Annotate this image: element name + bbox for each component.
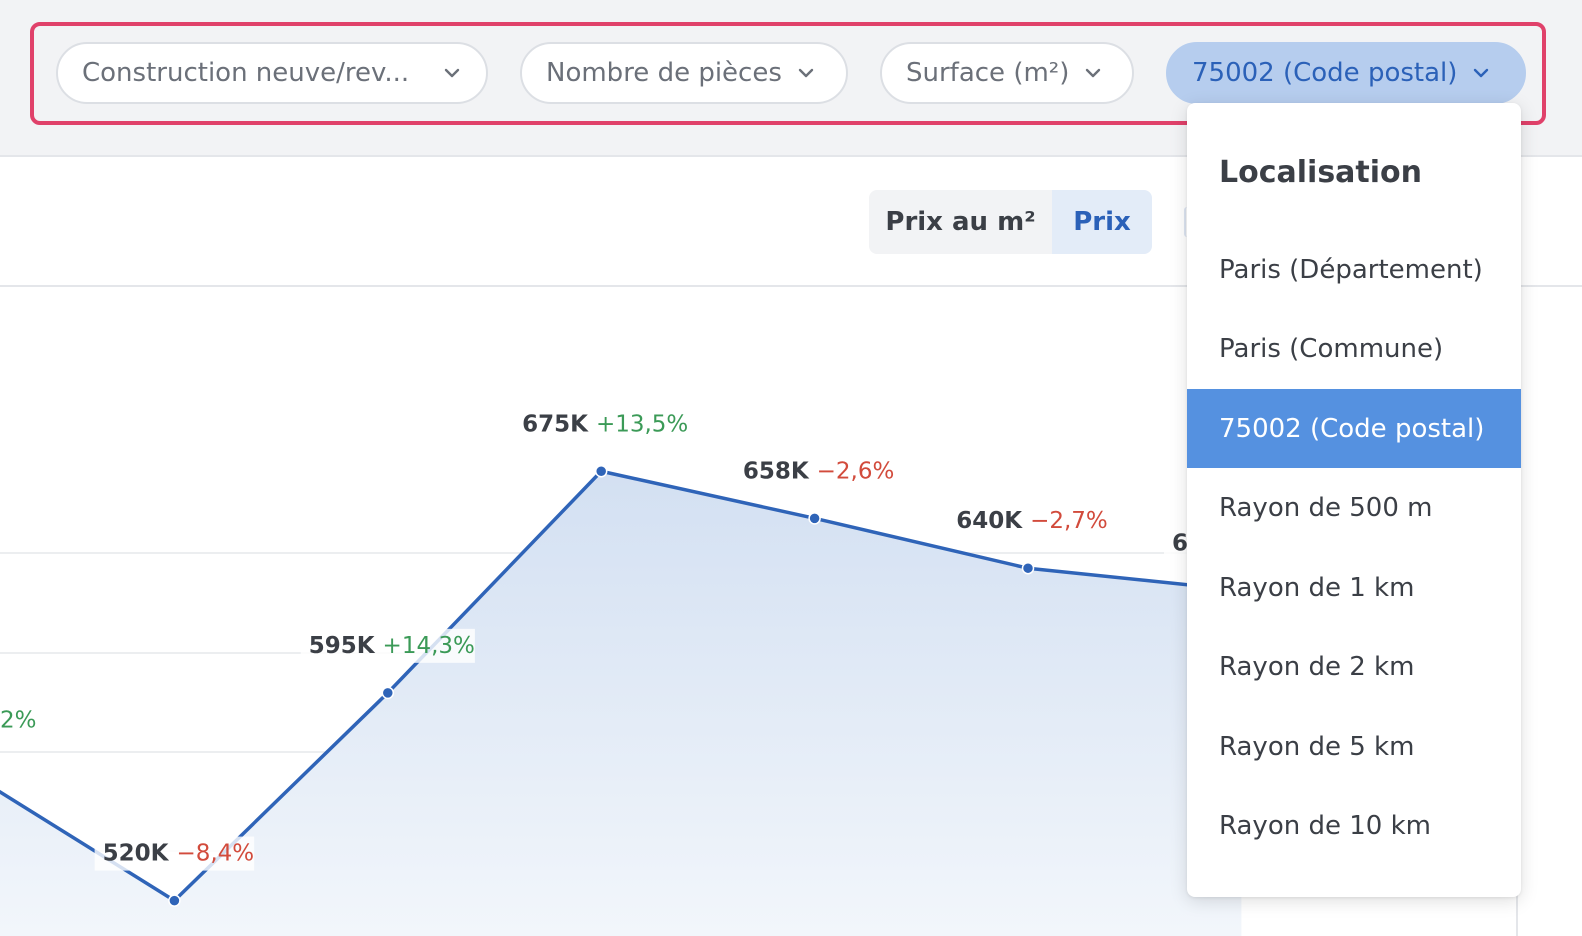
location-option[interactable]: Rayon de 10 km [1219, 810, 1431, 841]
construction-filter-label: Construction neuve/rev... [82, 58, 410, 88]
point-label-bg [0, 703, 45, 738]
location-option[interactable]: Rayon de 2 km [1219, 651, 1415, 682]
chart-points [168, 465, 1035, 907]
data-point[interactable] [808, 512, 821, 525]
point-value: 675K [522, 411, 589, 437]
construction-filter-button[interactable]: Construction neuve/rev... [56, 42, 488, 104]
point-value: 6 [1172, 530, 1188, 556]
rooms-filter-label: Nombre de pièces [546, 58, 782, 88]
chart-area [0, 471, 1242, 936]
data-point[interactable] [594, 465, 608, 478]
location-option[interactable]: Rayon de 500 m [1219, 492, 1433, 523]
point-value: 520K [103, 841, 170, 867]
point-label-bg [514, 407, 689, 442]
point-label-text: 675K +13,5% [522, 411, 688, 437]
rooms-filter-button[interactable]: Nombre de pièces [520, 42, 848, 104]
location-option[interactable]: Paris (Commune) [1219, 333, 1444, 364]
point-label-text: 2% [0, 708, 37, 734]
point-label-text: 658K −2,6% [743, 458, 895, 484]
area-fill [0, 471, 1242, 936]
chevron-down-icon [1471, 63, 1491, 83]
chevron-down-icon [1083, 63, 1103, 83]
location-dropdown: Localisation Paris (Département) Paris (… [1187, 103, 1521, 897]
point-label: 520K −8,4% [94, 836, 255, 871]
filter-bar: Construction neuve/rev... Nombre de pièc… [30, 22, 1546, 125]
location-option[interactable]: 75002 (Code postal) [1187, 389, 1521, 468]
point-value: 658K [743, 458, 810, 484]
point-label-bg [300, 628, 475, 663]
data-point[interactable] [1021, 561, 1035, 575]
toggle-price-per-m2[interactable]: Prix au m² [869, 190, 1052, 254]
point-value: 595K [309, 633, 376, 659]
point-label: 675K +13,5% [514, 407, 689, 442]
location-option[interactable]: Paris (Département) [1219, 254, 1483, 285]
location-option[interactable]: Rayon de 1 km [1219, 572, 1415, 603]
point-label-bg [734, 454, 895, 489]
chevron-down-icon [796, 63, 816, 83]
location-filter-label: 75002 (Code postal) [1192, 58, 1458, 88]
point-value: 640K [956, 508, 1023, 534]
point-label-text: 640K −2,7% [956, 508, 1108, 534]
point-change: 2% [0, 708, 37, 734]
chart-labels: 2% 520K −8,4% 595K +14,3% 675K +13,5% 658K −2,6%… [0, 407, 1197, 871]
point-label: 595K +14,3% [300, 628, 475, 663]
toggle-extra-option[interactable] [1184, 207, 1190, 237]
price-mode-toggle: Prix au m² Prix [869, 190, 1152, 254]
point-change: +14,3% [383, 633, 475, 659]
point-label-bg [94, 836, 255, 871]
point-change: −2,6% [817, 458, 895, 484]
surface-filter-button[interactable]: Surface (m²) [880, 42, 1134, 104]
point-change: +13,5% [596, 411, 688, 437]
chart-right-border [1516, 893, 1518, 936]
toggle-price[interactable]: Prix [1052, 190, 1152, 254]
data-point[interactable] [168, 894, 181, 907]
point-label: 2% [0, 703, 45, 738]
point-label-text: 6 [1172, 530, 1188, 556]
point-label-text: 595K +14,3% [309, 633, 475, 659]
location-option[interactable]: Rayon de 5 km [1219, 731, 1415, 762]
point-label-bg [948, 504, 1108, 539]
card-divider [0, 285, 1582, 287]
point-label: 658K −2,6% [734, 454, 895, 489]
dropdown-heading: Localisation [1219, 155, 1423, 190]
surface-filter-label: Surface (m²) [906, 58, 1070, 88]
point-label: 640K −2,7% [948, 504, 1108, 539]
chevron-down-icon [442, 63, 462, 83]
data-point[interactable] [381, 686, 395, 700]
point-change: −8,4% [176, 841, 254, 867]
point-change: −2,7% [1030, 508, 1108, 534]
point-label-text: 520K −8,4% [103, 841, 255, 867]
